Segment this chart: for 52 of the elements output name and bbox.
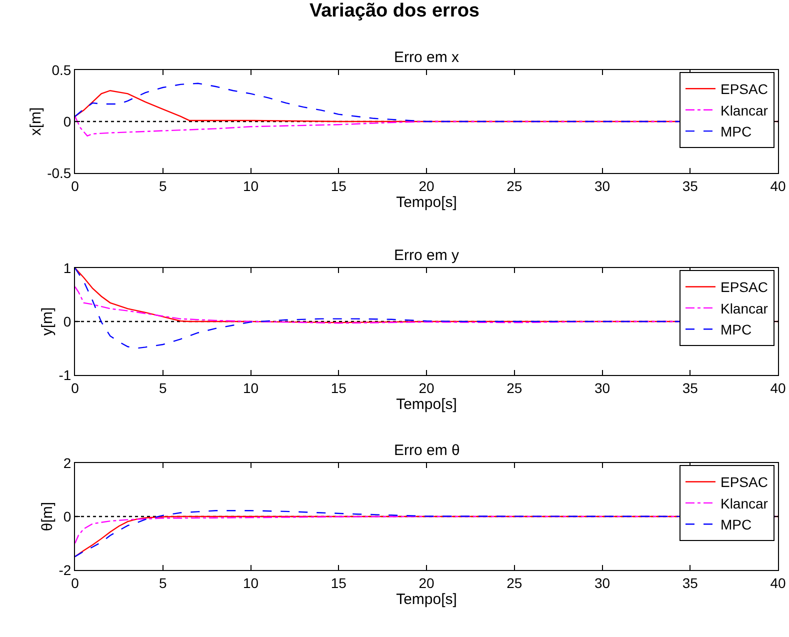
y-axis-title: θ[m] xyxy=(38,502,56,532)
x-axis-title: Tempo[s] xyxy=(396,194,457,211)
y-tick-label: 2 xyxy=(63,454,72,471)
x-tick-label: 15 xyxy=(330,380,347,396)
x-axis-title: Tempo[s] xyxy=(396,590,457,608)
x-tick-label: 35 xyxy=(682,178,698,194)
x-tick-label: 40 xyxy=(770,380,786,396)
legend-label: Klancar xyxy=(720,102,768,118)
x-tick-label: 30 xyxy=(594,380,610,396)
y-tick-label: 1 xyxy=(63,260,72,276)
x-tick-label: 15 xyxy=(330,574,347,591)
x-tick-label: 5 xyxy=(158,380,167,396)
legend-label: Klancar xyxy=(720,495,768,512)
x-tick-label: 20 xyxy=(418,380,434,396)
chart-title: Erro em y xyxy=(394,247,460,264)
x-tick-label: 5 xyxy=(158,178,167,194)
x-tick-label: 30 xyxy=(594,574,610,591)
y-tick-label: -1 xyxy=(58,366,72,383)
legend-label: MPC xyxy=(720,516,752,533)
legend-label: MPC xyxy=(720,124,752,140)
y-tick-label: -0.5 xyxy=(47,164,72,181)
y-axis-title: y[m] xyxy=(38,307,56,336)
legend-label: MPC xyxy=(720,322,752,338)
legend-label: Klancar xyxy=(720,300,768,316)
x-tick-label: 15 xyxy=(330,178,347,194)
x-tick-label: 10 xyxy=(242,178,259,194)
y-axis-title: x[m] xyxy=(27,107,44,136)
x-tick-label: 35 xyxy=(682,574,698,591)
x-tick-label: 10 xyxy=(242,380,259,396)
x-tick-label: 10 xyxy=(242,574,259,591)
x-tick-label: 35 xyxy=(682,380,698,396)
x-tick-label: 40 xyxy=(770,574,786,591)
chart-title: Erro em θ xyxy=(394,442,460,459)
y-tick-label: -2 xyxy=(58,562,72,578)
y-tick-label: 0 xyxy=(63,313,72,330)
y-tick-label: 0.5 xyxy=(52,62,72,78)
legend-label: EPSAC xyxy=(720,279,768,296)
chart-title: Variação dos erros xyxy=(309,0,480,22)
x-tick-label: 20 xyxy=(418,574,434,591)
legend-label: EPSAC xyxy=(720,474,768,490)
x-tick-label: 25 xyxy=(506,178,522,194)
x-tick-label: 25 xyxy=(506,380,522,396)
x-tick-label: 25 xyxy=(506,574,522,591)
x-tick-label: 5 xyxy=(158,574,167,591)
x-tick-label: 20 xyxy=(418,178,434,194)
y-tick-label: 0 xyxy=(63,508,72,524)
x-tick-label: 30 xyxy=(594,178,610,194)
legend-label: EPSAC xyxy=(720,81,768,98)
x-axis-title: Tempo[s] xyxy=(396,396,457,413)
chart-subtitle: Erro em x xyxy=(394,49,460,66)
x-tick-label: 40 xyxy=(770,178,786,194)
y-tick-label: 0 xyxy=(63,113,72,130)
